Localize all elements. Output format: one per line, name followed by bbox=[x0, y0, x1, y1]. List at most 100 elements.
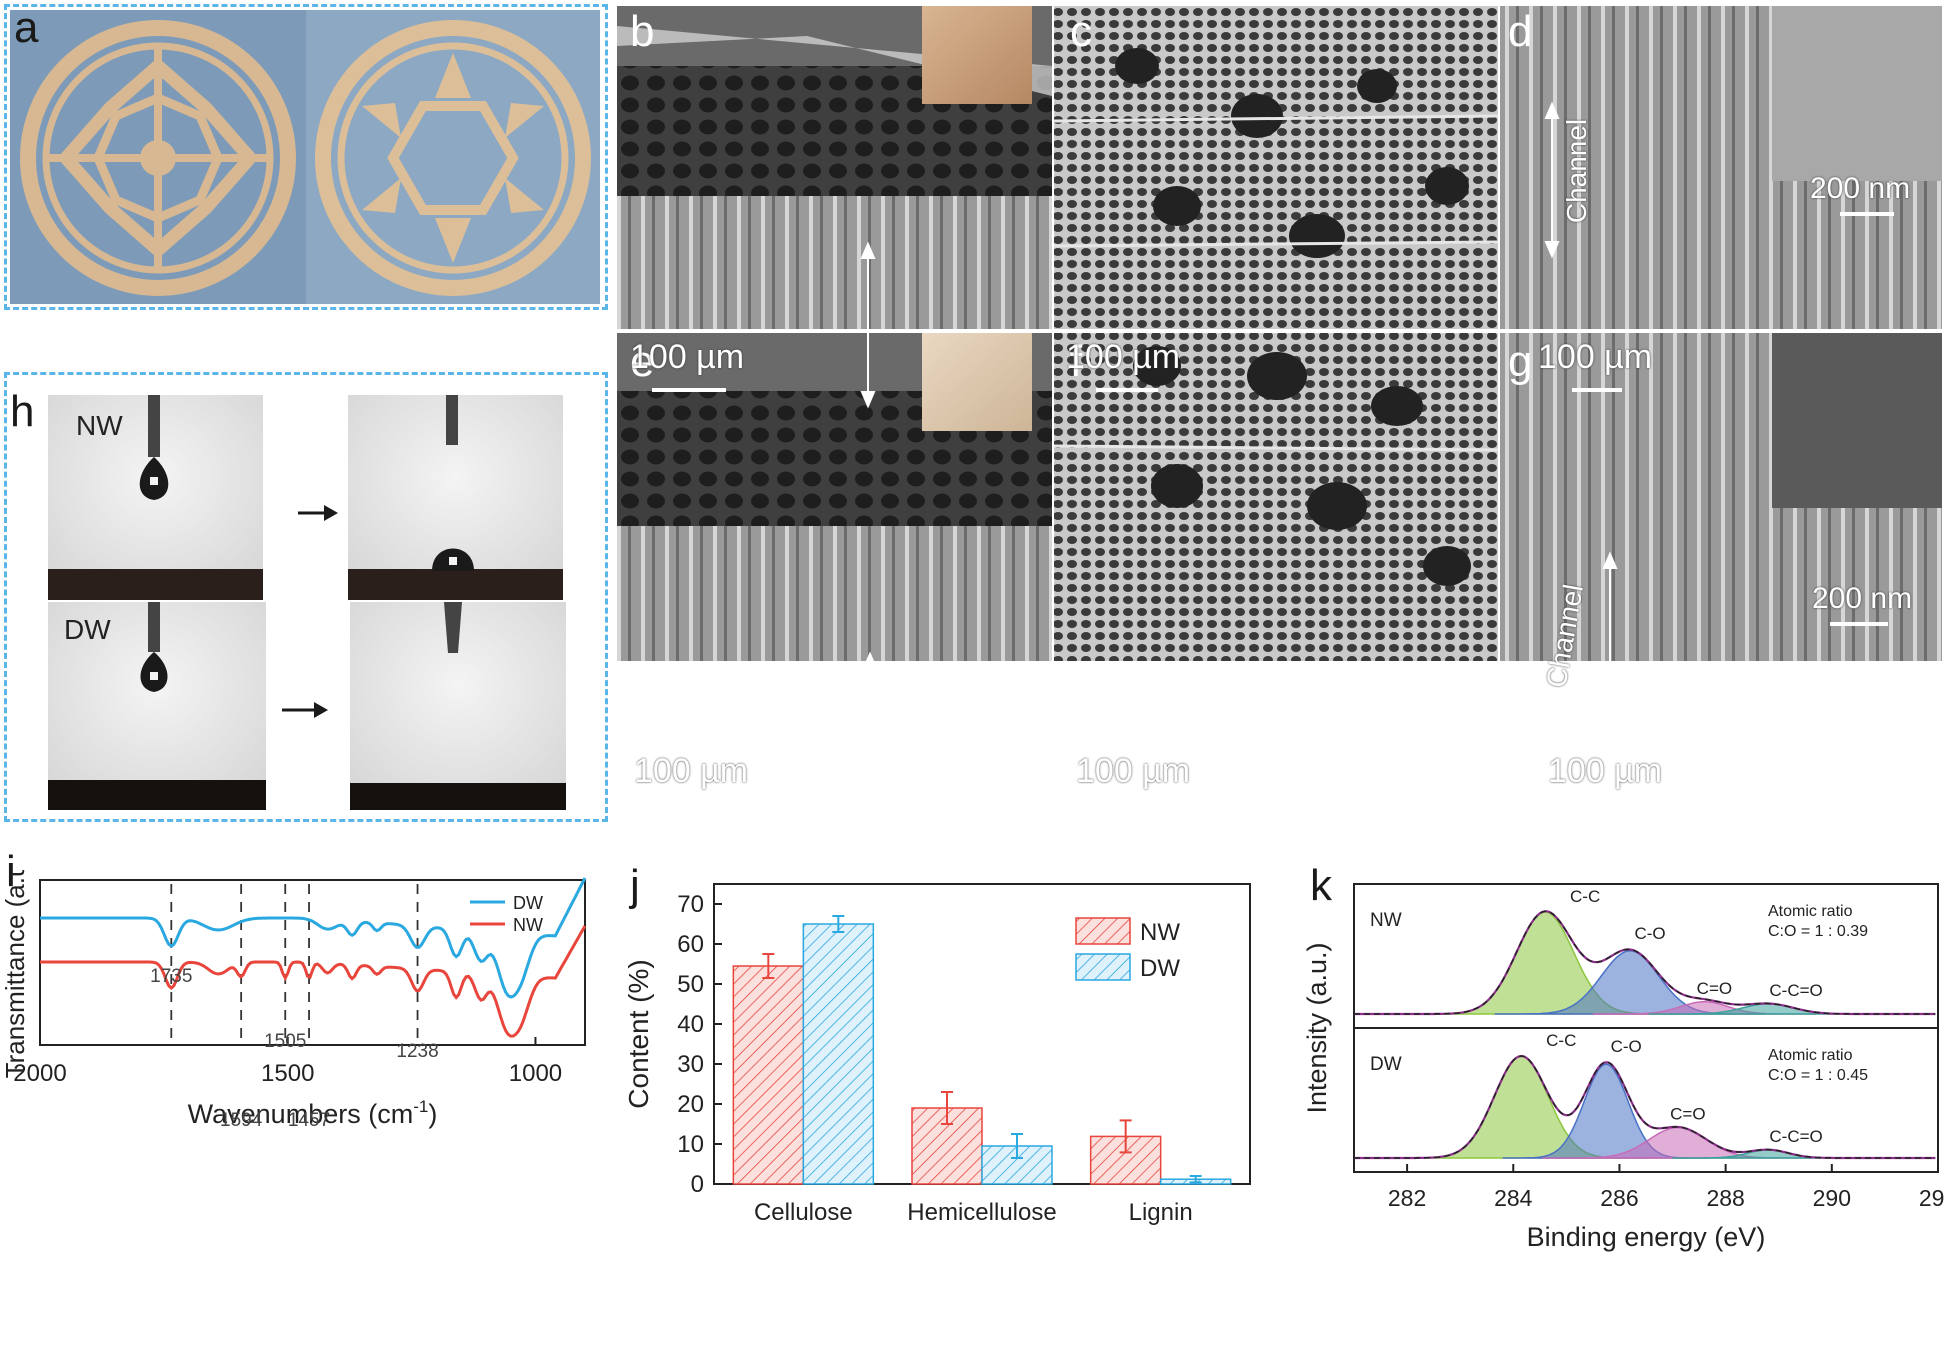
peak-label: C-O bbox=[1634, 924, 1665, 943]
legend-label-nw: NW bbox=[513, 915, 543, 935]
panel-label-k: k bbox=[1310, 861, 1332, 910]
sem-grid bbox=[617, 6, 1942, 661]
y-tick-label: 40 bbox=[677, 1011, 704, 1038]
atomic-ratio: C:O = 1 : 0.45 bbox=[1768, 1067, 1868, 1084]
y-tick-label: 10 bbox=[677, 1131, 704, 1158]
peak-label: C-O bbox=[1611, 1037, 1642, 1056]
panel-label-c: c bbox=[1070, 7, 1092, 56]
y-axis-label: Intensity (a.u.) bbox=[1302, 942, 1332, 1113]
peak-label: C-C bbox=[1546, 1031, 1576, 1050]
peak-label: 1505 bbox=[264, 1031, 306, 1052]
panel-label-i: i bbox=[6, 847, 16, 896]
peak-label: C-C=O bbox=[1769, 981, 1822, 1000]
x-axis-label: Wavenumbers (cm-1) bbox=[188, 1097, 438, 1129]
peak-label: 1238 bbox=[396, 1041, 438, 1062]
x-tick-label: 1000 bbox=[509, 1060, 562, 1087]
scale-bar-d-inset bbox=[1840, 212, 1894, 216]
y-axis-label: Content (%) bbox=[623, 959, 654, 1108]
contact-label-nw: NW bbox=[76, 410, 123, 441]
legend-swatch-dw bbox=[1075, 953, 1131, 981]
panel-label-g: g bbox=[1508, 337, 1533, 386]
x-tick-label: 2000 bbox=[13, 1060, 66, 1087]
chart-ftir: 2000 1500 1000 Wavenumbers (cm-1) Transmitta… bbox=[0, 870, 587, 1131]
peak-label: C=O bbox=[1697, 979, 1732, 998]
panel-a-frame bbox=[4, 4, 608, 310]
bar-nw bbox=[732, 965, 805, 1185]
peak-label: 1594 bbox=[220, 1110, 263, 1131]
legend-swatch-nw bbox=[1075, 917, 1131, 945]
peak-label: 1735 bbox=[150, 966, 192, 987]
raw-data-line bbox=[1354, 1055, 1936, 1159]
contact-label-dw: DW bbox=[64, 614, 111, 645]
legend-label-dw: DW bbox=[1140, 955, 1180, 982]
x-tick-label: 284 bbox=[1494, 1185, 1533, 1211]
scale-label-b: 100 µm bbox=[630, 338, 745, 376]
scale-label-g-inset: 200 nm bbox=[1812, 582, 1913, 615]
peak-label: C=O bbox=[1670, 1104, 1705, 1123]
y-tick-label: 20 bbox=[677, 1091, 704, 1118]
scale-label-e: 100 µm bbox=[634, 752, 749, 790]
legend-label-nw: NW bbox=[1140, 919, 1180, 946]
wood-pattern-left bbox=[20, 20, 296, 296]
series-line-dw bbox=[40, 877, 587, 999]
peak-label: C-C bbox=[1570, 887, 1600, 906]
chart-xps: 282 284 286 288 290 292 Binding energy (eV) Int… bbox=[1302, 883, 1945, 1252]
panel-label-f: f bbox=[1070, 337, 1083, 386]
panel-label-a: a bbox=[14, 3, 39, 52]
ratio-title: Atomic ratio bbox=[1768, 1047, 1853, 1064]
y-tick-label: 70 bbox=[677, 891, 704, 918]
x-tick-label: 286 bbox=[1600, 1185, 1638, 1211]
x-tick-label: 282 bbox=[1388, 1185, 1426, 1211]
legend-label-dw: DW bbox=[513, 893, 543, 913]
x-axis-label: Binding energy (eV) bbox=[1527, 1222, 1766, 1252]
sem-image-d bbox=[1500, 6, 1942, 329]
peak-label: 1457 bbox=[288, 1110, 330, 1131]
x-tick-label: 292 bbox=[1919, 1185, 1945, 1211]
y-tick-label: 60 bbox=[677, 931, 704, 958]
series-line-nw bbox=[40, 925, 587, 1038]
category-label: Hemicellulose bbox=[907, 1199, 1056, 1226]
category-label: Lignin bbox=[1129, 1199, 1193, 1226]
wood-block-inset-e bbox=[922, 333, 1032, 431]
scale-label-f: 100 µm bbox=[1076, 752, 1191, 790]
y-tick-label: 30 bbox=[677, 1051, 704, 1078]
x-tick-label: 1500 bbox=[261, 1060, 314, 1087]
wood-pattern-right bbox=[315, 20, 591, 296]
scale-bar-g-inset bbox=[1830, 622, 1888, 626]
x-tick-label: 288 bbox=[1706, 1185, 1744, 1211]
wood-block-inset-b bbox=[922, 6, 1032, 104]
category-label: Cellulose bbox=[754, 1199, 853, 1226]
bar-dw bbox=[802, 923, 875, 1185]
subpanel-label-nw: NW bbox=[1370, 910, 1402, 931]
channel-arrows bbox=[860, 101, 1618, 819]
scale-bar-d bbox=[1572, 388, 1622, 392]
scale-bar-e bbox=[664, 800, 744, 804]
ratio-title: Atomic ratio bbox=[1768, 903, 1853, 920]
scale-label-g: 100 µm bbox=[1548, 752, 1663, 790]
scale-label-d-inset: 200 nm bbox=[1810, 172, 1911, 205]
panel-label-d: d bbox=[1508, 7, 1533, 56]
x-tick-label: 290 bbox=[1813, 1185, 1851, 1211]
scale-label-c: 100 µm bbox=[1066, 338, 1181, 376]
y-axis-label: Transmittance (a.u.) bbox=[0, 870, 30, 1078]
chart-composition: 0 10 20 30 40 50 60 70 Content (%) Cellulose Hemic… bbox=[623, 883, 1251, 1226]
sem-image-f bbox=[1053, 333, 1499, 661]
atomic-ratio: C:O = 1 : 0.39 bbox=[1768, 923, 1868, 940]
y-tick-label: 0 bbox=[691, 1171, 704, 1198]
peak-label: C-C=O bbox=[1769, 1127, 1822, 1146]
sem-image-c bbox=[1053, 6, 1499, 329]
subpanel-label-dw: DW bbox=[1370, 1054, 1402, 1075]
panel-a-photo bbox=[10, 10, 600, 304]
panel-label-j: j bbox=[630, 861, 640, 910]
sem-image-g bbox=[1500, 333, 1942, 661]
scale-bar-g bbox=[1582, 800, 1640, 804]
panel-label-h: h bbox=[10, 387, 35, 436]
scale-bar-f bbox=[1100, 800, 1168, 804]
panel-label-e: e bbox=[630, 337, 655, 386]
panel-label-b: b bbox=[630, 7, 655, 56]
raw-data-line bbox=[1354, 910, 1936, 1015]
panel-h-frame bbox=[4, 372, 608, 822]
scale-bar-c bbox=[1096, 388, 1158, 392]
contact-angle-images bbox=[48, 395, 566, 810]
y-tick-label: 50 bbox=[677, 971, 704, 998]
